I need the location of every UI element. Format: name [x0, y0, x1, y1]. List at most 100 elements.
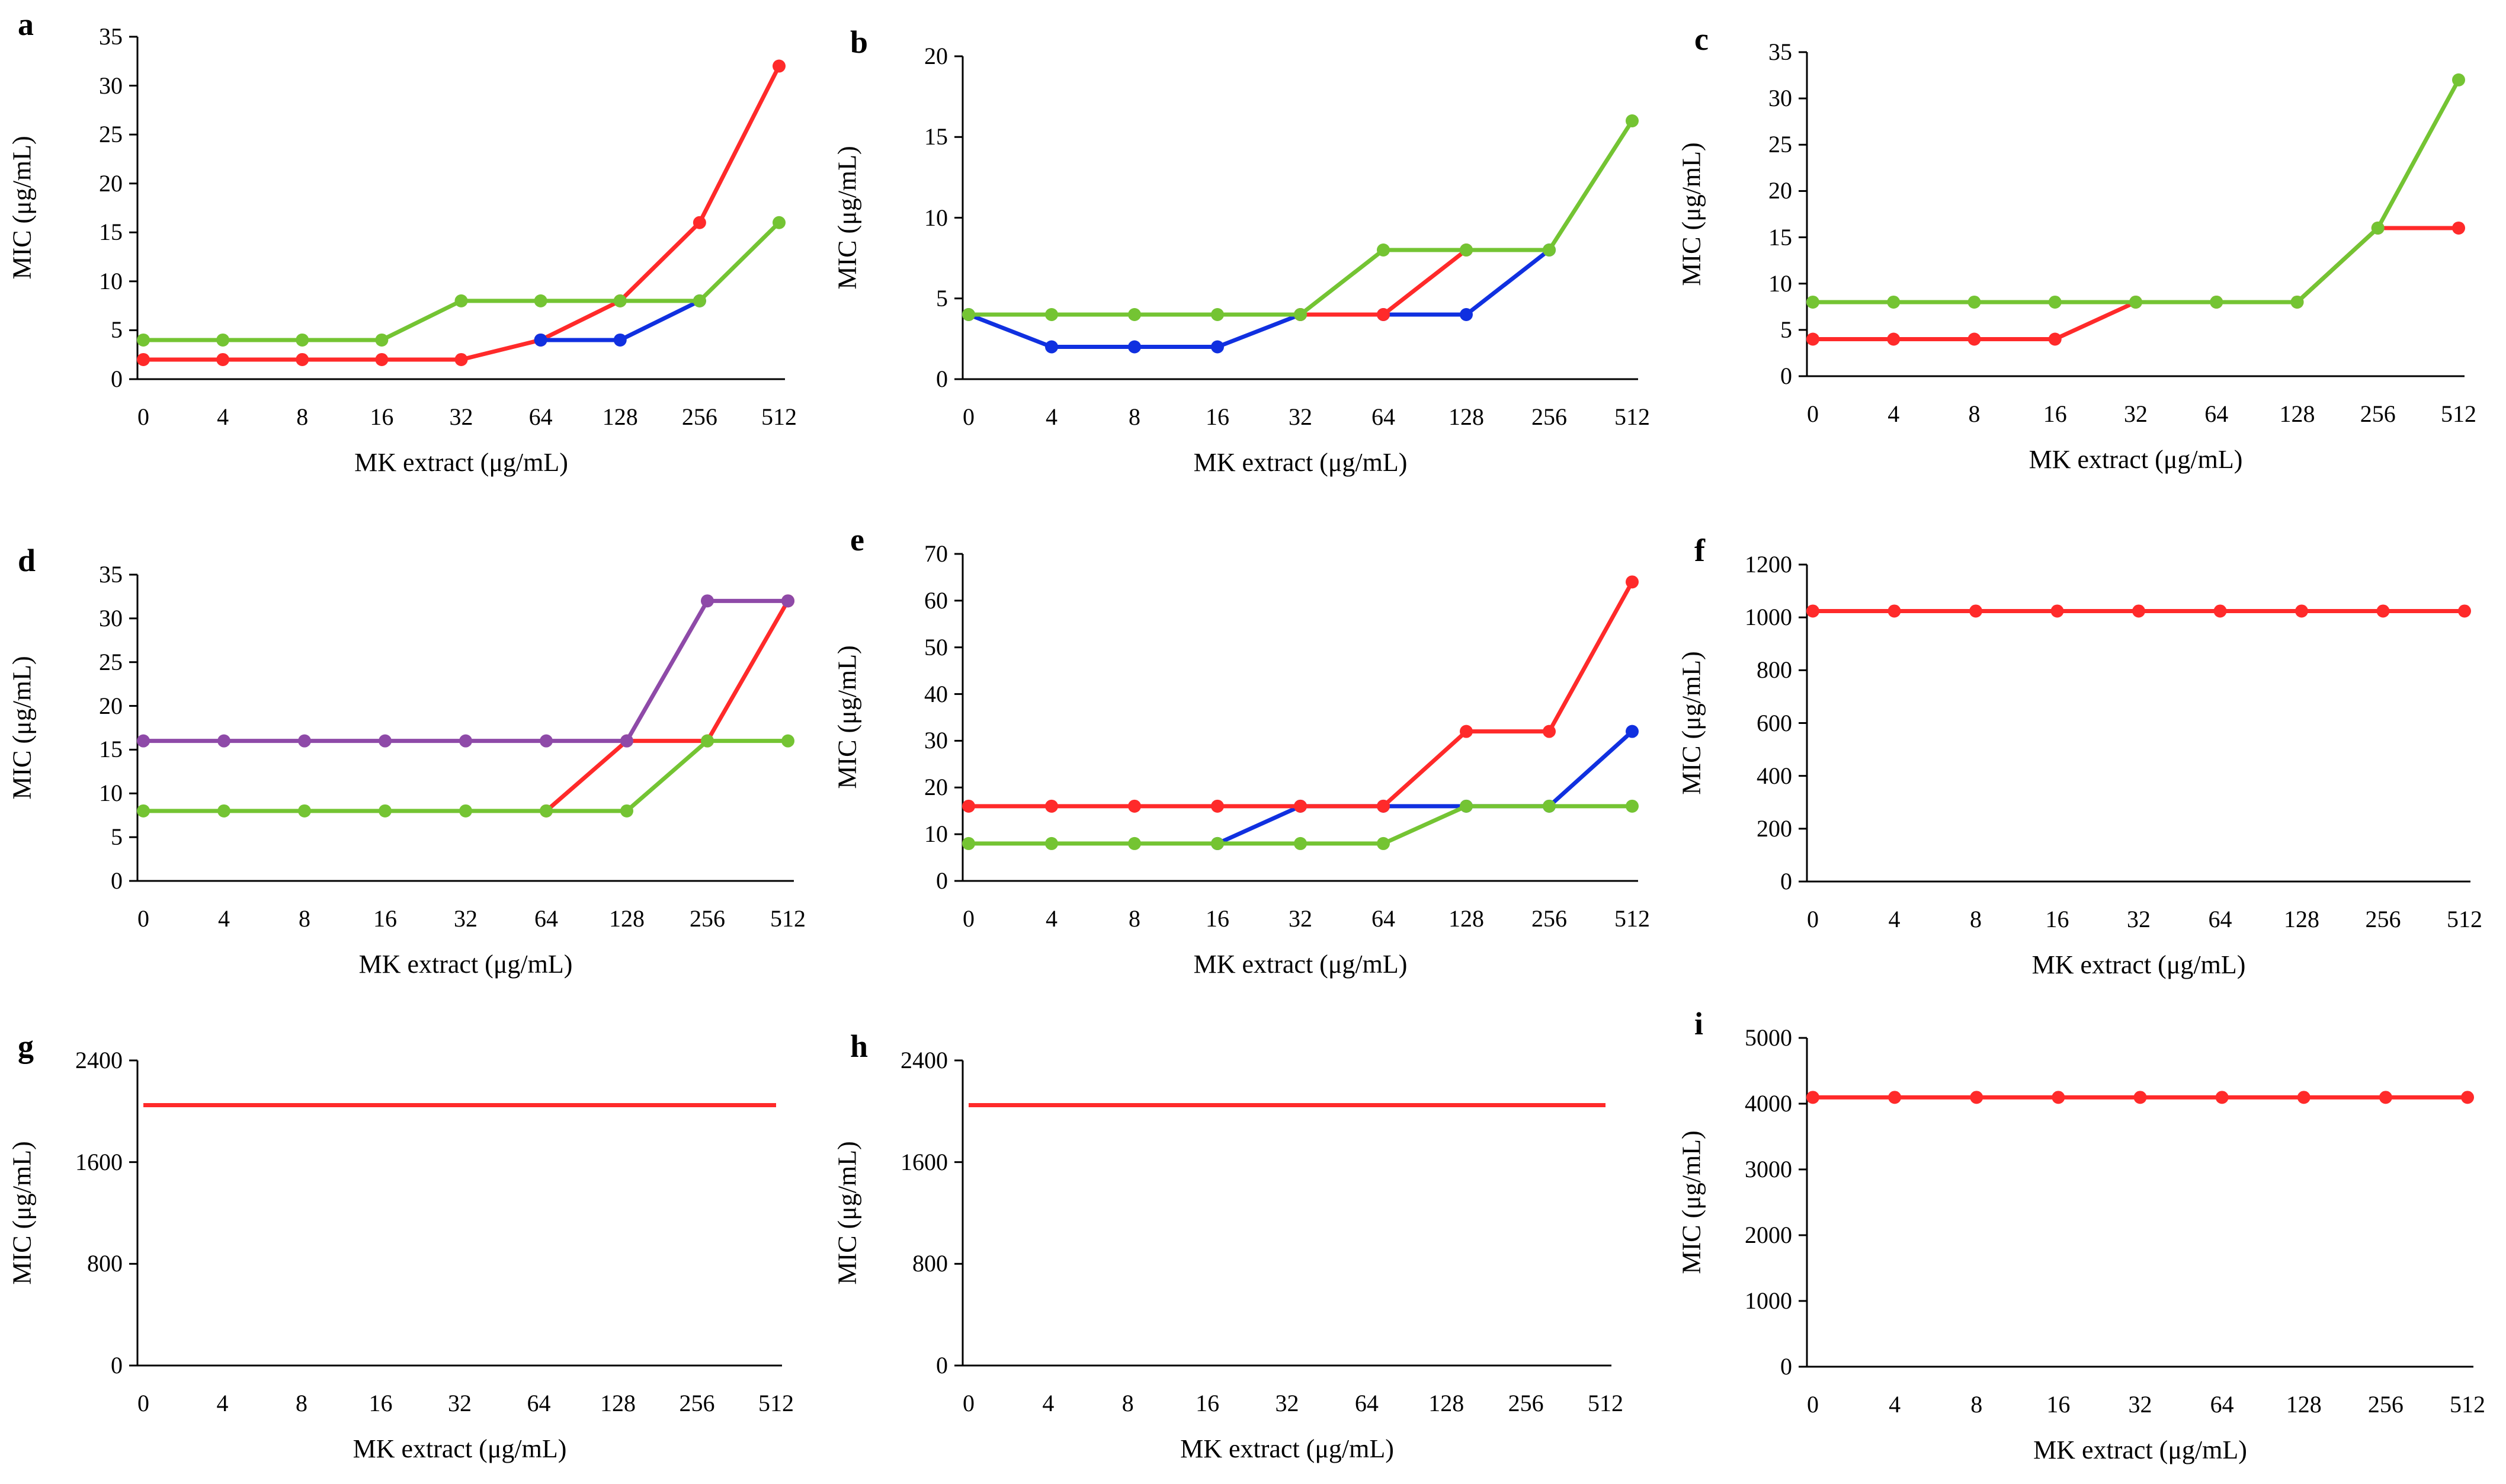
data-point-green	[1967, 295, 1981, 309]
x-tick-label: 4	[1889, 1391, 1901, 1418]
y-tick-label: 20	[1768, 177, 1792, 204]
x-tick-label: 128	[609, 905, 645, 932]
data-point-red	[137, 352, 150, 366]
y-tick-label: 10	[99, 780, 123, 807]
x-tick-label: 128	[1449, 403, 1484, 430]
panel-label: h	[850, 1028, 869, 1064]
data-point-green	[613, 294, 627, 307]
data-point-red	[2461, 1091, 2474, 1104]
x-axis-title: MK extract (μg/mL)	[2031, 950, 2246, 979]
x-tick-label: 4	[1887, 400, 1900, 427]
data-point-purple	[620, 734, 633, 748]
x-tick-label: 0	[137, 403, 149, 430]
x-tick-label: 16	[373, 905, 397, 932]
x-tick-label: 0	[963, 905, 975, 932]
panel-label: f	[1694, 533, 1705, 568]
data-point-red	[454, 352, 468, 366]
x-tick-label: 8	[1968, 400, 1981, 427]
data-point-green	[1128, 836, 1141, 850]
data-point-red	[1887, 604, 1901, 618]
data-point-red	[1543, 725, 1556, 738]
x-tick-label: 128	[1428, 1390, 1464, 1416]
y-tick-label: 1000	[1745, 604, 1792, 631]
y-tick-label: 0	[936, 1352, 948, 1379]
data-point-green	[2048, 295, 2062, 309]
x-tick-label: 8	[1121, 1390, 1134, 1416]
data-point-red	[1460, 725, 1473, 738]
y-tick-label: 0	[111, 366, 123, 392]
data-point-purple	[540, 734, 553, 748]
y-tick-label: 20	[99, 169, 123, 197]
data-point-green	[298, 804, 311, 818]
x-axis-title: MK extract (μg/mL)	[358, 950, 573, 979]
x-tick-label: 512	[761, 403, 797, 430]
x-tick-label: 0	[1807, 1391, 1819, 1418]
y-tick-label: 40	[924, 680, 948, 707]
data-point-green	[1887, 295, 1901, 309]
y-axis-title: MIC (μg/mL)	[1677, 1130, 1706, 1274]
y-tick-label: 25	[1768, 131, 1792, 158]
y-tick-label: 15	[924, 123, 948, 150]
data-point-red	[1626, 575, 1639, 589]
data-point-red	[1377, 799, 1390, 813]
x-tick-label: 128	[2286, 1391, 2322, 1418]
y-tick-label: 5000	[1745, 1024, 1792, 1051]
x-tick-label: 0	[963, 403, 975, 430]
x-tick-label: 8	[296, 403, 309, 430]
data-point-red	[1887, 332, 1901, 346]
data-point-green	[1128, 308, 1141, 321]
y-tick-label: 20	[924, 774, 948, 801]
data-point-red	[1806, 332, 1819, 346]
data-point-purple	[217, 734, 230, 748]
data-point-red	[1806, 1091, 1819, 1104]
y-tick-label: 0	[111, 1352, 123, 1379]
x-tick-label: 8	[1970, 1391, 1983, 1418]
data-point-green	[454, 294, 468, 307]
y-tick-label: 1200	[1745, 551, 1792, 578]
x-tick-label: 512	[770, 905, 806, 932]
x-tick-label: 32	[454, 905, 478, 932]
data-point-red	[2458, 604, 2471, 618]
data-point-green	[1626, 799, 1639, 813]
x-tick-label: 8	[1129, 905, 1140, 932]
x-tick-label: 8	[296, 1390, 307, 1416]
y-tick-label: 15	[99, 219, 123, 246]
data-point-green	[962, 308, 975, 321]
y-tick-label: 5	[111, 316, 123, 344]
y-tick-label: 20	[99, 692, 123, 719]
y-tick-label: 800	[912, 1250, 948, 1277]
data-point-blue	[1626, 725, 1639, 738]
data-point-red	[1045, 799, 1058, 813]
x-tick-label: 16	[368, 1390, 393, 1416]
x-tick-label: 0	[963, 1390, 975, 1416]
x-tick-label: 32	[1289, 905, 1312, 932]
data-point-green	[1377, 836, 1390, 850]
y-tick-label: 0	[936, 366, 948, 392]
x-tick-label: 64	[1371, 403, 1395, 430]
x-tick-label: 512	[2447, 906, 2482, 932]
data-point-red	[2379, 1091, 2392, 1104]
data-point-red	[2213, 604, 2227, 618]
data-point-red	[773, 59, 786, 73]
data-point-red	[2048, 332, 2062, 346]
x-tick-label: 64	[527, 1390, 551, 1416]
x-tick-label: 32	[2127, 906, 2151, 932]
y-tick-label: 50	[924, 633, 948, 661]
data-point-green	[1294, 836, 1307, 850]
data-point-blue	[1045, 340, 1058, 354]
data-point-green	[1460, 799, 1473, 813]
x-tick-label: 64	[2208, 906, 2232, 932]
x-tick-label: 128	[600, 1390, 636, 1416]
data-point-green	[701, 734, 714, 748]
y-tick-label: 3000	[1745, 1156, 1792, 1182]
data-point-green	[1626, 114, 1639, 127]
data-point-purple	[137, 734, 150, 748]
y-tick-label: 0	[1780, 868, 1792, 895]
x-tick-label: 32	[2124, 400, 2148, 427]
panel-label: c	[1694, 21, 1709, 57]
data-point-green	[216, 333, 230, 347]
